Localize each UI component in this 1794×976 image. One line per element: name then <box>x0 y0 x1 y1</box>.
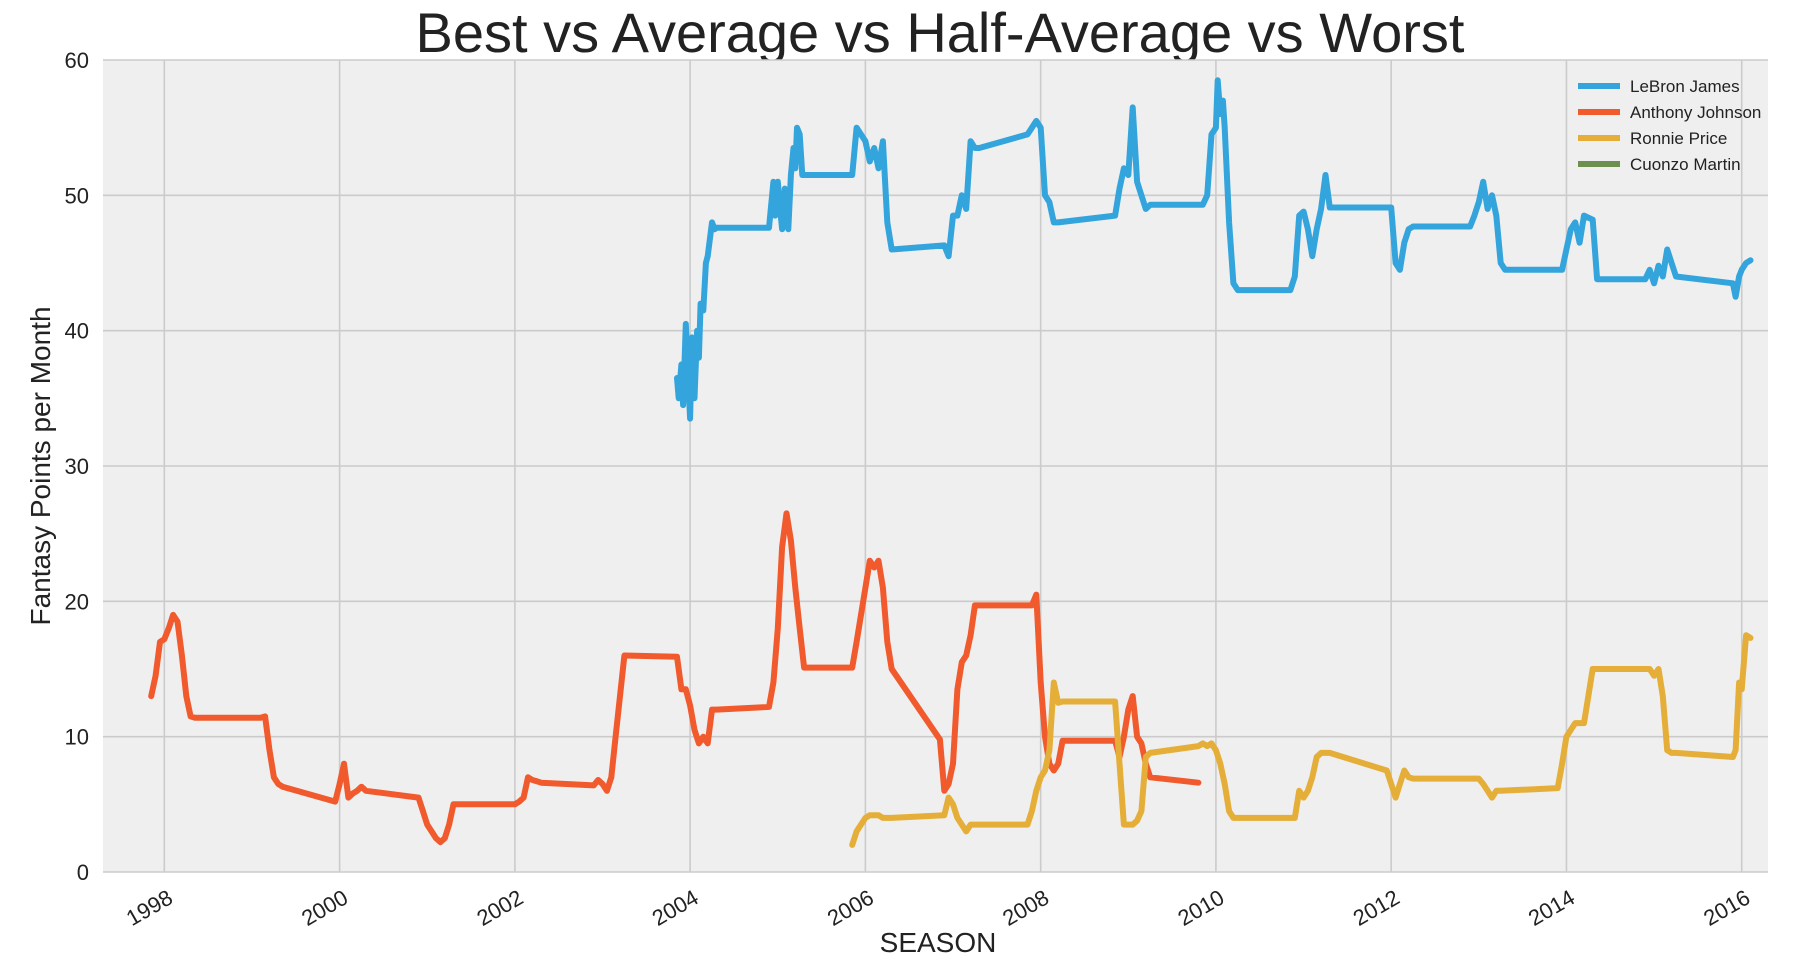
series-line-lebron-james <box>674 77 1754 422</box>
x-axis-label: SEASON <box>880 927 997 958</box>
x-tick-label: 2006 <box>823 885 878 931</box>
x-tick-label: 2008 <box>998 885 1053 931</box>
x-tick-label: 2012 <box>1349 885 1404 931</box>
x-tick-label: 2016 <box>1699 885 1754 931</box>
x-tick-label: 2010 <box>1174 885 1229 931</box>
series-line-ronnie-price <box>849 632 1754 848</box>
y-axis-label: Fantasy Points per Month <box>25 306 56 625</box>
y-tick-label: 20 <box>65 589 89 614</box>
y-axis-ticks: 0 10 20 30 40 50 60 <box>65 48 89 885</box>
x-axis-ticks: 1998 2000 2002 2004 2006 2008 2010 2012 2014 2016 <box>122 885 1754 931</box>
legend-label-anthony-johnson: Anthony Johnson <box>1630 103 1761 122</box>
series-layer <box>148 77 1754 848</box>
x-tick-label: 1998 <box>122 885 177 931</box>
chart-title: Best vs Average vs Half-Average vs Worst <box>416 1 1465 64</box>
legend-label-ronnie-price: Ronnie Price <box>1630 129 1727 148</box>
legend-label-cuonzo-martin: Cuonzo Martin <box>1630 155 1741 174</box>
x-tick-label: 2014 <box>1524 885 1579 931</box>
legend-label-lebron-james: LeBron James <box>1630 77 1740 96</box>
y-tick-label: 0 <box>77 860 89 885</box>
x-tick-label: 2000 <box>297 885 352 931</box>
x-tick-label: 2002 <box>472 885 527 931</box>
y-tick-label: 60 <box>65 48 89 73</box>
y-tick-label: 10 <box>65 725 89 750</box>
series-line-anthony-johnson <box>148 510 1202 846</box>
y-tick-label: 50 <box>65 183 89 208</box>
x-tick-label: 2004 <box>648 885 703 931</box>
y-tick-label: 30 <box>65 454 89 479</box>
y-tick-label: 40 <box>65 319 89 344</box>
legend: LeBron James Anthony Johnson Ronnie Price C… <box>1578 77 1761 174</box>
